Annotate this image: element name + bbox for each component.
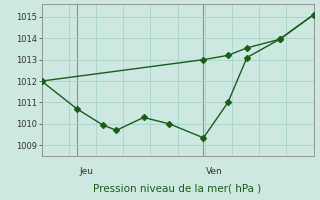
Text: Jeu: Jeu [80, 167, 94, 176]
Text: Pression niveau de la mer( hPa ): Pression niveau de la mer( hPa ) [93, 183, 262, 193]
Text: Ven: Ven [206, 167, 223, 176]
